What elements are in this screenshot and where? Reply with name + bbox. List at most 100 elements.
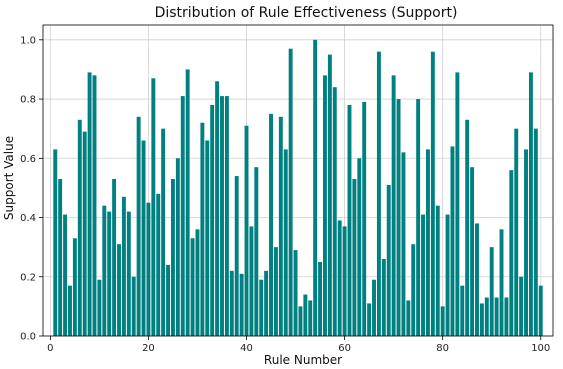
y-tick-label-4: 0.8 (20, 95, 36, 106)
bar-rule-82 (450, 146, 455, 336)
bar-rule-25 (170, 179, 175, 336)
bar-rule-47 (278, 116, 283, 336)
y-tick-label-2: 0.4 (20, 213, 36, 224)
bar-rule-46 (273, 247, 278, 336)
bar-rule-49 (288, 48, 293, 336)
x-tick-label-3: 60 (338, 343, 351, 354)
bar-rule-32 (205, 140, 210, 336)
bar-rule-53 (308, 300, 313, 336)
bar-rule-65 (367, 303, 372, 336)
bar-rule-23 (161, 128, 166, 336)
bar-rule-92 (499, 229, 504, 336)
y-tick-label-5: 1.0 (20, 35, 36, 46)
bar-rule-93 (504, 297, 509, 336)
bar-rule-55 (318, 261, 323, 336)
bar-rule-43 (259, 279, 264, 336)
chart-title: Distribution of Rule Effectiveness (Supp… (155, 5, 458, 21)
bar-rule-45 (269, 113, 273, 336)
x-axis-label: Rule Number (264, 353, 342, 367)
bar-rule-69 (386, 184, 391, 336)
bar-rule-24 (166, 264, 171, 336)
bar-rule-52 (303, 294, 308, 336)
bar-rule-30 (195, 229, 200, 336)
bar-rule-48 (283, 149, 288, 336)
bar-rule-19 (141, 140, 146, 336)
bar-rule-6 (77, 119, 82, 337)
bar-rule-4 (68, 285, 72, 336)
bar-rule-18 (136, 116, 141, 336)
bar-rule-12 (107, 211, 112, 336)
bar-rule-78 (430, 51, 435, 337)
bar-rule-17 (131, 276, 136, 336)
bar-rule-76 (421, 214, 426, 336)
bar-rule-22 (156, 193, 161, 336)
x-axis-ticks: 0 20 40 60 80 100 (47, 336, 550, 354)
bar-rule-77 (425, 149, 430, 336)
bar-rule-67 (376, 51, 381, 337)
x-tick-label-0: 0 (47, 343, 53, 354)
bar-rule-35 (220, 96, 224, 336)
bar-rule-13 (112, 179, 117, 336)
bar-rule-84 (460, 285, 465, 336)
bar-rule-21 (151, 78, 156, 337)
bar-rule-38 (234, 176, 239, 336)
bar-rule-20 (146, 202, 151, 336)
bar-rule-37 (229, 270, 234, 336)
x-tick-label-5: 100 (531, 343, 550, 354)
x-tick-label-1: 20 (142, 343, 155, 354)
y-tick-label-3: 0.6 (20, 154, 36, 165)
bar-rule-85 (465, 119, 470, 337)
bars (53, 39, 543, 337)
bar-rule-72 (401, 152, 406, 336)
bar-rule-74 (411, 244, 416, 336)
bar-rule-58 (332, 87, 337, 336)
bar-rule-60 (342, 226, 347, 336)
bar-rule-98 (528, 72, 533, 336)
bar-rule-70 (391, 75, 396, 336)
bar-rule-88 (479, 303, 484, 336)
bar-rule-79 (435, 205, 440, 336)
y-tick-label-0: 0.0 (20, 332, 36, 343)
plot-frame (42, 24, 554, 337)
bar-rule-51 (298, 306, 303, 336)
bar-rule-7 (82, 131, 87, 336)
bar-rule-83 (455, 72, 460, 336)
bar-rule-34 (215, 81, 220, 337)
bar-rule-2 (58, 179, 63, 336)
y-axis-ticks: 0.0 0.2 0.4 0.6 0.8 1.0 (20, 35, 43, 343)
bar-rule-80 (440, 306, 445, 336)
bar-rule-39 (239, 273, 244, 336)
bar-rule-10 (97, 279, 102, 336)
bar-rule-44 (264, 270, 269, 336)
bar-rule-26 (175, 158, 180, 336)
bar-rule-16 (126, 211, 131, 336)
bar-rule-73 (406, 300, 411, 336)
bar-rule-91 (494, 297, 499, 336)
bar-rule-33 (210, 104, 215, 336)
bar-rule-50 (293, 250, 298, 336)
bar-rule-36 (224, 96, 229, 336)
bar-rule-9 (92, 75, 97, 336)
bar-rule-31 (200, 122, 205, 336)
bar-rule-1 (53, 149, 58, 336)
bar-rule-61 (347, 104, 352, 336)
bar-rule-3 (63, 214, 68, 336)
bar-rule-59 (337, 220, 342, 336)
bar-rule-81 (445, 214, 450, 336)
bar-rule-62 (352, 179, 357, 336)
bar-rule-99 (533, 128, 538, 336)
bar-rule-71 (396, 99, 401, 336)
bar-rule-97 (524, 149, 528, 336)
bar-rule-15 (121, 196, 126, 336)
bar-rule-14 (117, 244, 121, 336)
bar-rule-5 (72, 238, 77, 336)
y-tick-label-1: 0.2 (20, 272, 36, 283)
bar-rule-57 (327, 54, 332, 336)
bar-rule-64 (362, 102, 367, 336)
bar-rule-68 (381, 258, 386, 336)
bar-rule-27 (180, 96, 185, 336)
bar-rule-54 (313, 39, 318, 337)
bar-rule-75 (416, 99, 421, 336)
bar-rule-87 (475, 223, 479, 336)
